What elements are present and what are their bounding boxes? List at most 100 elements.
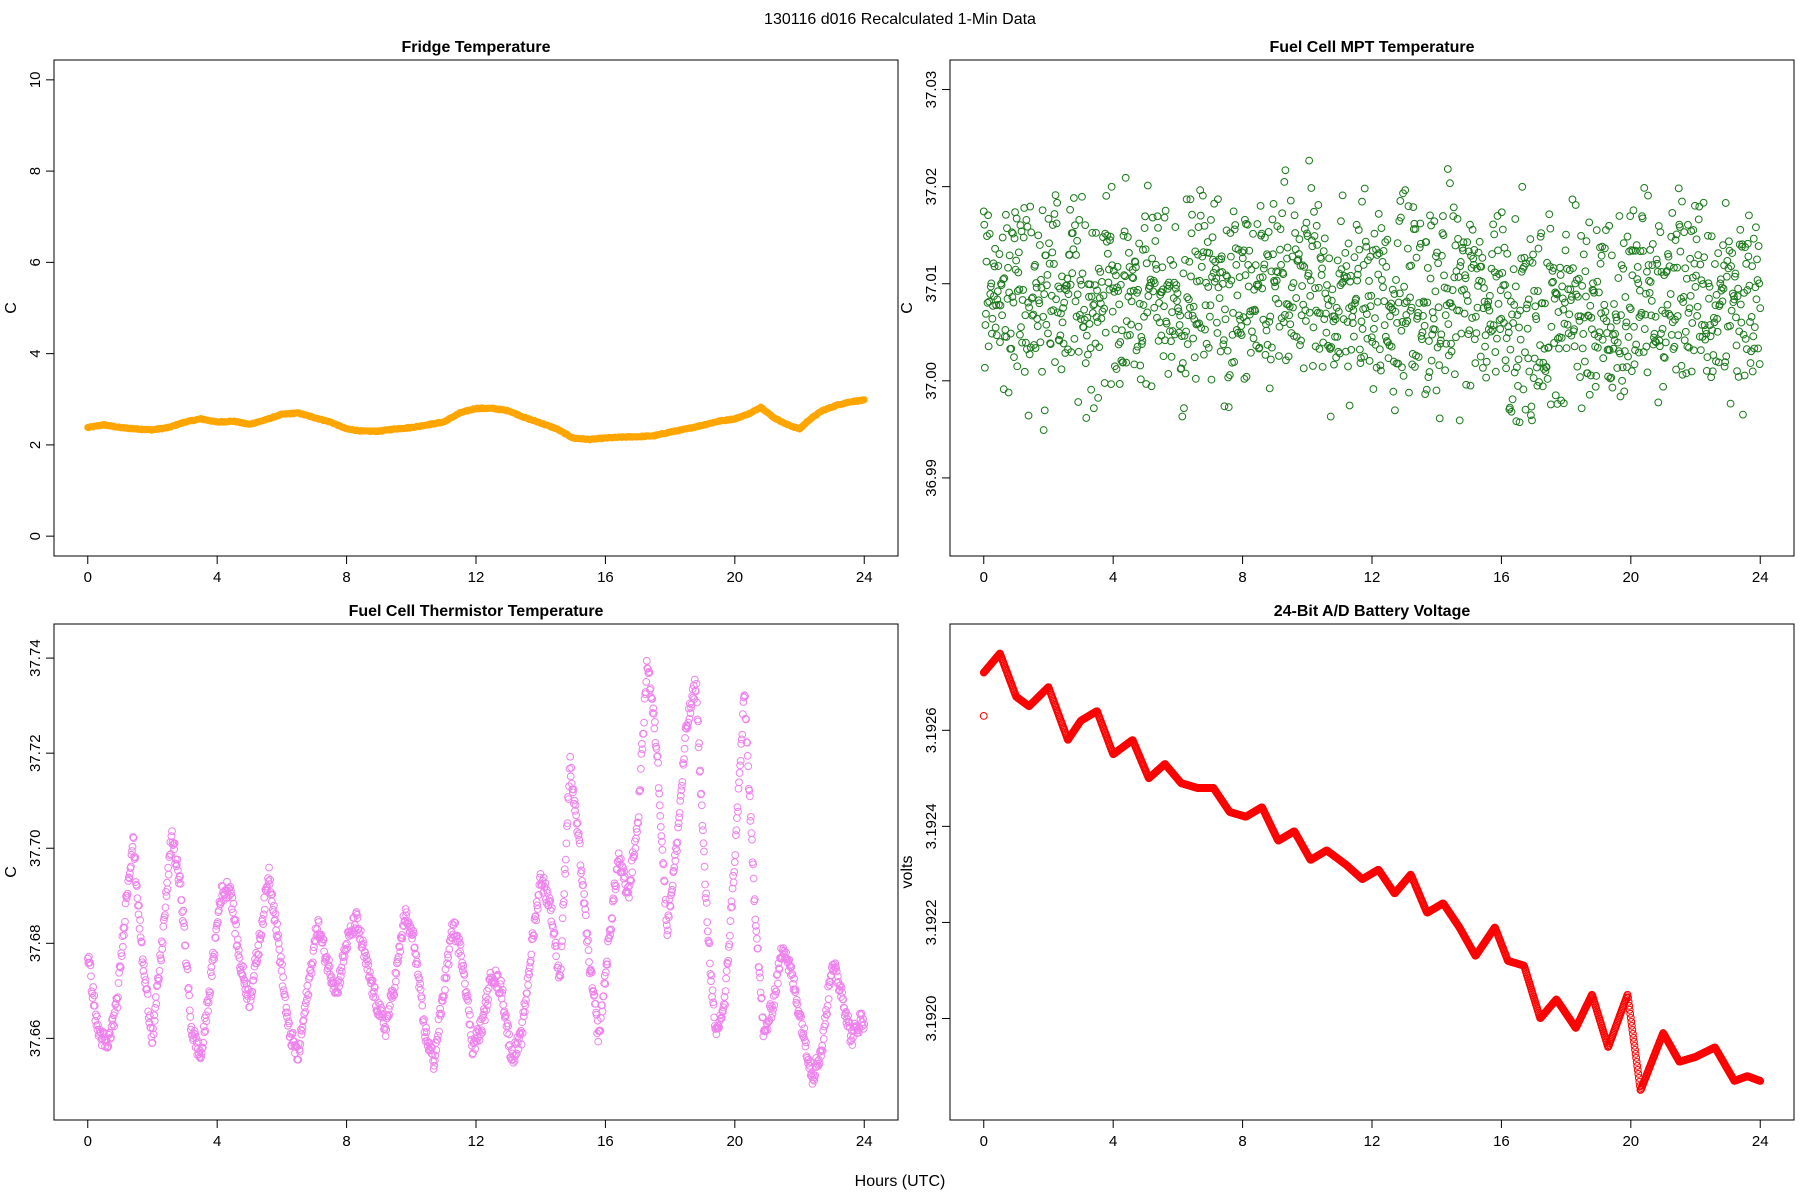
- data-point: [478, 1028, 487, 1037]
- data-point: [657, 837, 666, 846]
- data-point: [560, 865, 569, 874]
- data-point: [1025, 303, 1033, 312]
- data-point: [983, 232, 991, 240]
- data-point: [162, 892, 171, 901]
- data-point: [464, 996, 473, 1005]
- x-tick-label: 0: [84, 569, 92, 586]
- data-point: [1068, 269, 1077, 278]
- data-point: [135, 924, 144, 933]
- data-point: [755, 963, 763, 972]
- data-point: [179, 906, 188, 915]
- data-point: [1303, 229, 1311, 238]
- data-point: [207, 963, 216, 972]
- data-point: [1222, 271, 1230, 280]
- data-point: [671, 856, 680, 865]
- data-point: [720, 992, 729, 1001]
- data-point: [114, 979, 123, 987]
- data-point: [472, 1028, 481, 1036]
- data-point: [199, 1038, 208, 1047]
- data-point: [1432, 386, 1441, 395]
- data-point: [1073, 236, 1082, 245]
- data-point: [1360, 352, 1369, 361]
- data-point: [1752, 295, 1761, 304]
- data-point: [1673, 312, 1682, 320]
- data-point: [552, 952, 561, 961]
- data-point: [570, 796, 579, 805]
- data-point: [1456, 262, 1465, 270]
- data-point: [456, 940, 465, 949]
- data-point: [561, 869, 570, 878]
- data-point: [1478, 253, 1487, 262]
- data-point: [1364, 292, 1373, 301]
- data-point: [543, 886, 551, 895]
- data-point: [1573, 362, 1582, 371]
- data-point: [1663, 300, 1672, 309]
- data-point: [1606, 374, 1615, 383]
- data-point: [1179, 269, 1188, 278]
- data-point: [1576, 312, 1585, 321]
- data-point: [1351, 299, 1359, 308]
- data-point: [1538, 382, 1547, 391]
- data-point: [1719, 284, 1728, 293]
- data-point: [796, 425, 803, 432]
- data-point: [1670, 342, 1679, 351]
- data-point: [578, 876, 586, 885]
- data-point: [1006, 329, 1015, 338]
- data-point: [1541, 367, 1550, 376]
- data-point: [1517, 254, 1526, 263]
- data-point: [981, 321, 990, 329]
- data-point: [109, 1011, 118, 1020]
- data-point: [741, 714, 750, 723]
- data-point: [559, 900, 568, 909]
- data-point: [1155, 298, 1164, 307]
- data-point: [539, 873, 548, 882]
- data-point: [1402, 311, 1411, 319]
- data-point: [706, 959, 714, 968]
- data-point: [1545, 210, 1554, 219]
- data-point: [1444, 351, 1453, 360]
- data-point: [151, 993, 160, 1001]
- data-point: [1031, 344, 1040, 352]
- data-point: [1508, 395, 1517, 404]
- data-point: [752, 927, 761, 936]
- data-point: [267, 897, 276, 906]
- data-point: [1569, 264, 1577, 273]
- data-point: [736, 761, 745, 770]
- data-point: [1600, 300, 1609, 309]
- data-point: [1458, 243, 1467, 252]
- data-point: [1708, 326, 1717, 335]
- data-point: [1140, 224, 1149, 232]
- data-point: [744, 762, 753, 771]
- data-point: [825, 981, 834, 989]
- data-point: [1577, 231, 1585, 240]
- data-point: [1723, 256, 1732, 265]
- data-point: [1559, 399, 1568, 408]
- data-point: [1496, 325, 1505, 333]
- y-tick-label: 3.1926: [923, 707, 940, 753]
- data-point: [996, 301, 1005, 310]
- data-point: [295, 409, 302, 416]
- data-point: [521, 414, 528, 421]
- data-point: [227, 905, 236, 914]
- data-point: [1210, 199, 1219, 208]
- x-tick-label: 12: [1364, 1133, 1381, 1150]
- data-point: [1045, 239, 1053, 248]
- data-point: [1188, 210, 1196, 219]
- data-point: [674, 819, 683, 828]
- data-point: [297, 1025, 305, 1034]
- data-point: [1462, 380, 1471, 389]
- data-point: [979, 207, 988, 216]
- data-point: [281, 993, 290, 1002]
- data-point: [354, 924, 363, 933]
- data-point: [415, 975, 424, 983]
- data-point: [564, 795, 573, 804]
- data-point: [1753, 255, 1761, 264]
- data-point: [1159, 352, 1168, 361]
- data-point: [1185, 303, 1194, 312]
- data-point: [751, 921, 760, 930]
- data-point: [531, 912, 540, 920]
- data-point: [1567, 331, 1576, 340]
- data-point: [1621, 322, 1630, 331]
- data-point: [1632, 340, 1641, 349]
- data-point: [1401, 186, 1410, 195]
